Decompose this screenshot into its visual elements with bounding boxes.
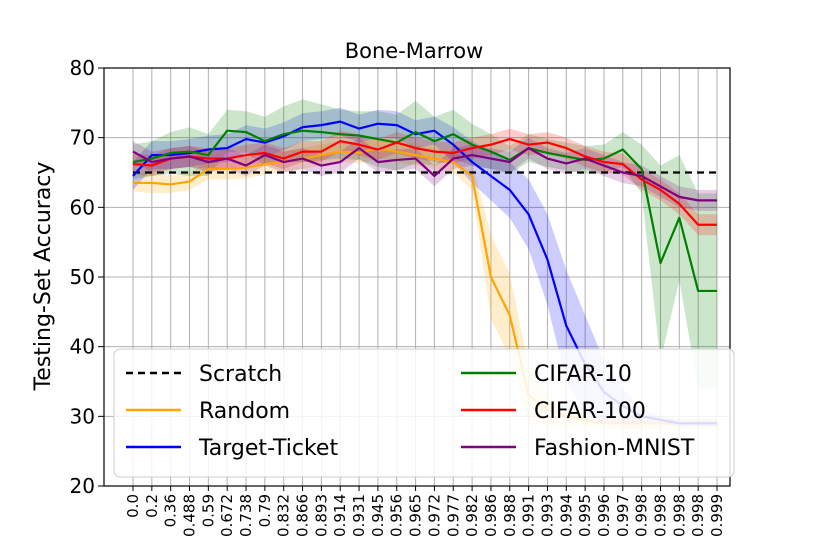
x-tick-label: 0.991 [520,494,538,537]
x-tick-label: 0.982 [463,494,481,537]
band-fashion-mnist [133,137,717,211]
x-tick-label: 0.79 [256,494,274,527]
x-tick-label: 0.488 [181,494,199,537]
x-tick-label: 0.0 [124,494,142,518]
y-axis-ticks: 20 30 40 50 60 70 80 [70,56,104,498]
x-tick-label: 0.993 [538,494,556,537]
x-tick-label: 0.986 [482,494,500,537]
x-tick-label: 0.945 [369,494,387,537]
legend-label-random: Random [199,399,290,424]
legend-box [113,348,735,478]
x-tick-label: 0.994 [557,494,575,537]
band-cifar-100 [133,128,717,236]
legend-label-cifar-100: CIFAR-100 [534,399,646,424]
x-tick-label: 0.988 [501,494,519,537]
x-tick-label: 0.996 [595,494,613,537]
legend: Scratch CIFAR-10 Random CIFAR-100 Target-Tic… [113,348,735,478]
x-tick-label: 0.59 [199,494,217,527]
y-axis-label: Testing-Set Accuracy [31,162,56,392]
y-tick-label: 40 [70,335,95,359]
y-tick-label: 80 [70,56,95,80]
x-tick-label: 0.36 [162,494,180,527]
x-tick-label: 0.977 [444,494,462,537]
x-tick-label: 0.997 [614,494,632,537]
x-tick-label: 0.972 [425,494,443,537]
line-cifar-100 [132,137,717,226]
x-tick-label: 0.738 [237,494,255,537]
x-tick-label: 0.931 [350,494,368,537]
x-tick-label: 0.998 [670,494,688,537]
y-tick-label: 50 [70,265,95,289]
y-tick-label: 20 [70,474,95,498]
x-tick-label: 0.956 [388,494,406,537]
x-tick-label: 0.965 [407,494,425,537]
line-cifar-10 [132,129,717,293]
legend-label-target-ticket: Target-Ticket [198,436,338,461]
x-axis-ticks: 0.0 0.2 0.36 0.488 0.59 0.672 0.738 0.79 0.832 0.… [124,486,726,537]
x-tick-label: 0.995 [576,494,594,537]
band-target-ticket [133,107,717,427]
x-tick-label: 0.672 [218,494,236,537]
x-tick-label: 0.999 [708,494,726,537]
x-tick-label: 0.914 [331,494,349,537]
x-tick-label: 0.998 [651,494,669,537]
legend-label-cifar-10: CIFAR-10 [534,362,632,387]
x-tick-label: 0.2 [143,494,161,518]
y-tick-label: 70 [70,126,95,150]
legend-label-fashion-mnist: Fashion-MNIST [534,436,695,461]
chart-title: Bone-Marrow [345,39,484,63]
y-tick-label: 30 [70,404,95,428]
legend-label-scratch: Scratch [199,362,282,387]
x-tick-label: 0.832 [275,494,293,537]
line-fashion-mnist [132,147,717,202]
x-tick-label: 0.866 [294,494,312,537]
y-tick-label: 60 [70,195,95,219]
x-tick-label: 0.998 [633,494,651,537]
x-tick-label: 0.893 [312,494,330,537]
x-tick-label: 0.998 [689,494,707,537]
